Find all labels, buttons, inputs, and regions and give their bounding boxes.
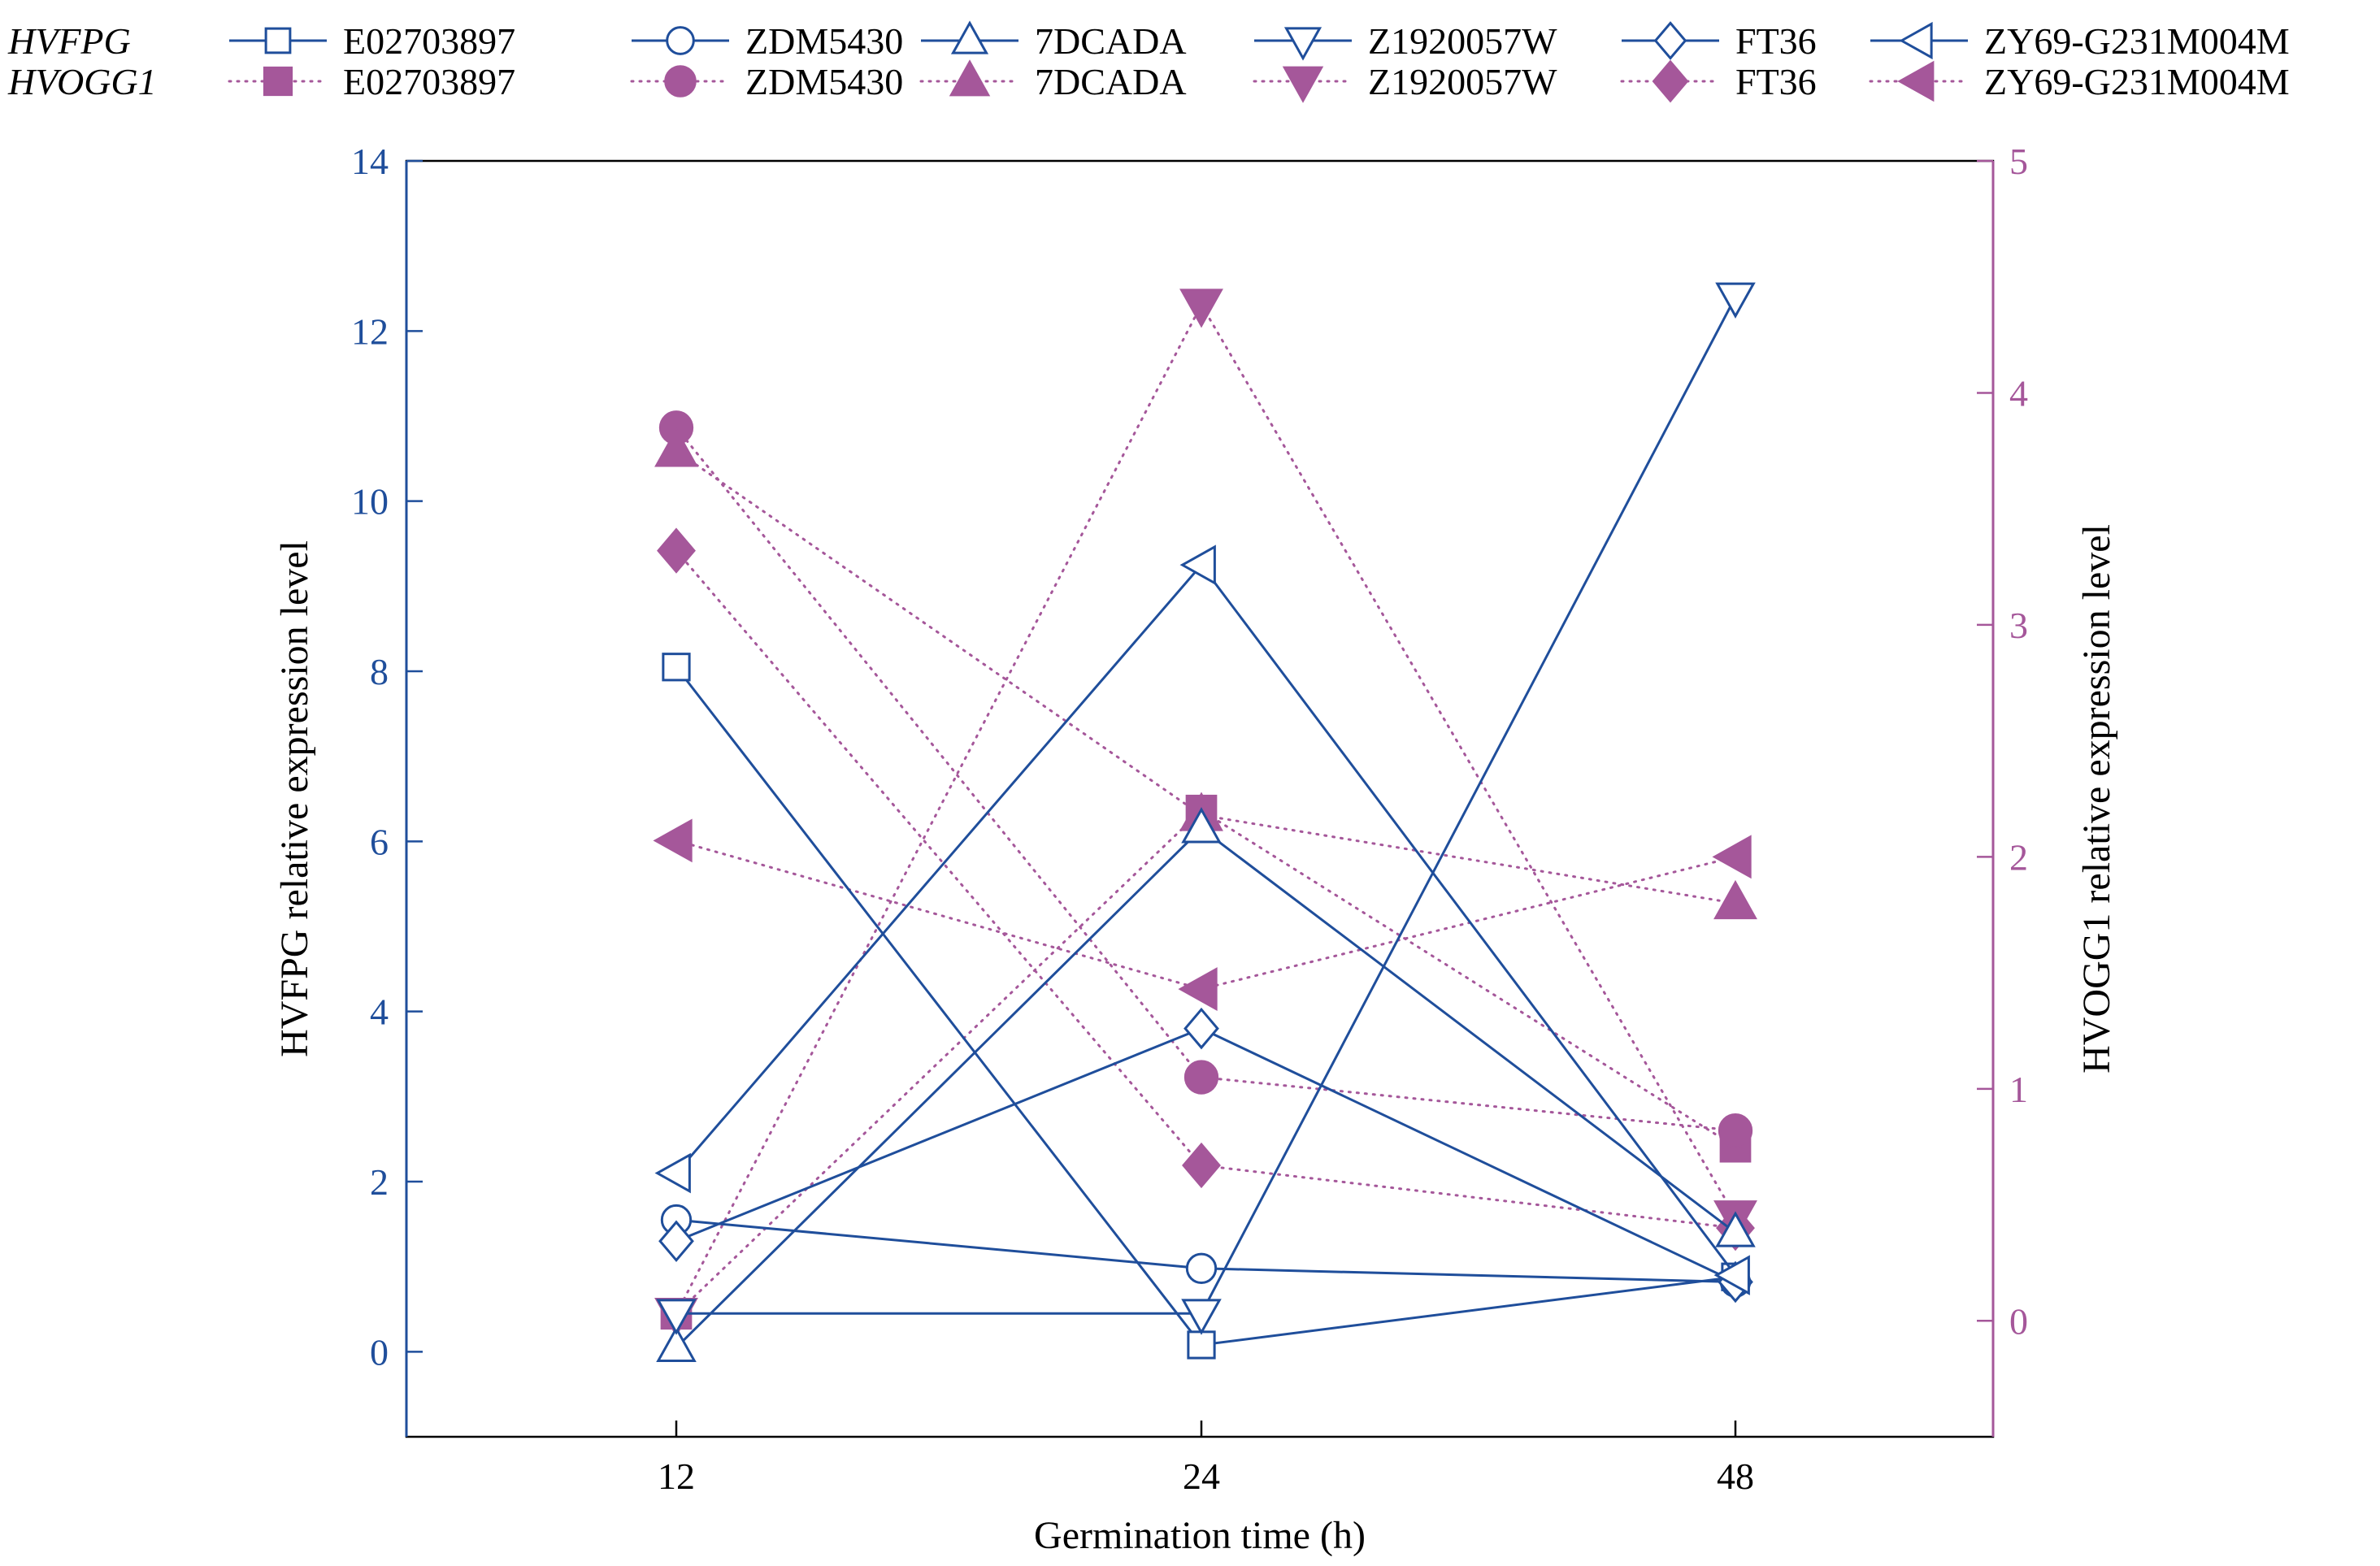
data-point-triangle-up: [656, 1325, 697, 1362]
data-point-triangle-left: [654, 1152, 691, 1194]
series-hvogg1-zy69-g231m004m: [653, 818, 1752, 1012]
data-point-triangle-left: [653, 818, 693, 863]
left-tick-label: 14: [351, 141, 389, 182]
right-y-axis: 0 1 2 3 4 5: [1977, 141, 2028, 1437]
legend-entry-label: FT36: [1735, 61, 1817, 102]
legend-marker-triangle-left: [1897, 60, 1935, 102]
legend-entry-label: 7DCADA: [1035, 20, 1187, 62]
series-line: [675, 449, 1737, 904]
legend-entry-label: Z1920057W: [1368, 20, 1557, 62]
data-point-circle: [1183, 1060, 1219, 1095]
legend-marker-triangle-down: [1282, 66, 1324, 103]
data-point-triangle-down: [1179, 288, 1223, 328]
x-axis-label: Germination time (h): [1034, 1514, 1366, 1557]
series-line: [675, 809, 1737, 1316]
legend-entry-label: 7DCADA: [1035, 61, 1187, 102]
legend-marker-diamond: [1652, 59, 1689, 103]
legend-entry-label: E02703897: [343, 20, 515, 62]
left-tick-label: 4: [370, 991, 389, 1033]
legend-marker-triangle-left: [1899, 21, 1933, 60]
legend: HVFPG E02703897 ZDM5430 7DCADA Z1920057W FT36…: [7, 20, 2290, 103]
data-point-square: [1187, 1330, 1216, 1360]
data-point-triangle-left: [1179, 544, 1216, 585]
left-y-axis-label: HVFPG relative expression level: [273, 540, 316, 1057]
data-point-circle: [1185, 1252, 1218, 1284]
right-tick-label: 4: [2009, 372, 2028, 414]
left-tick-label: 10: [351, 481, 389, 523]
legend-entry-label: Z1920057W: [1368, 61, 1557, 102]
data-point-diamond: [657, 527, 696, 574]
left-tick-label: 12: [351, 310, 389, 352]
data-point-triangle-left: [1712, 835, 1752, 879]
data-point-triangle-left: [1713, 1255, 1750, 1295]
legend-marker-square: [264, 27, 292, 54]
data-point-square: [662, 653, 691, 682]
left-y-axis: 0 2 4 6 8 10 12 14: [351, 141, 423, 1437]
data-point-diamond: [658, 1220, 694, 1262]
data-point-circle: [1718, 1113, 1753, 1148]
right-tick-label: 0: [2009, 1300, 2028, 1342]
legend-marker-triangle-up: [949, 59, 991, 97]
series-hvfpg-e02703897: [662, 653, 1750, 1360]
left-tick-label: 6: [370, 821, 389, 862]
legend-group-title: HVFPG: [7, 20, 131, 62]
legend-entry-label: ZY69-G231M004M: [1984, 61, 2290, 102]
left-tick-label: 2: [370, 1161, 389, 1203]
data-point-triangle-down: [1181, 1299, 1222, 1335]
right-tick-label: 3: [2009, 605, 2028, 646]
series-hvfpg-zdm5430: [660, 1204, 1752, 1298]
left-tick-label: 8: [370, 651, 389, 692]
right-y-axis-label: HVOGG1 relative expression level: [2075, 524, 2118, 1074]
series-hvfpg-zy69-g231m004m: [654, 544, 1750, 1295]
series-layer: [653, 282, 1757, 1362]
data-point-triangle-up: [1181, 807, 1222, 844]
x-axis: 12 24 48: [658, 1421, 1754, 1497]
x-tick-label: 12: [658, 1455, 695, 1497]
series-line: [675, 426, 1737, 1132]
x-tick-label: 48: [1717, 1455, 1754, 1497]
legend-entry-label: ZY69-G231M004M: [1984, 20, 2290, 62]
legend-marker-triangle-down: [1283, 27, 1322, 61]
legend-marker-circle: [666, 26, 695, 55]
series-hvogg1-ft36: [657, 527, 1755, 1251]
data-point-triangle-up: [1713, 879, 1757, 920]
legend-entry-label: ZDM5430: [745, 20, 903, 62]
series-hvogg1-7dcada: [654, 427, 1757, 920]
data-point-triangle-down: [1715, 282, 1756, 319]
series-line: [675, 839, 1737, 991]
legend-group-title: HVOGG1: [7, 61, 157, 102]
series-hvfpg-z1920057w: [656, 282, 1756, 1335]
legend-entry-label: FT36: [1735, 20, 1817, 62]
series-line: [675, 549, 1737, 1230]
legend-marker-triangle-up: [950, 20, 989, 54]
legend-entry-label: ZDM5430: [745, 61, 903, 102]
legend-marker-circle: [664, 65, 697, 98]
series-line: [675, 666, 1736, 1347]
data-point-triangle-down: [656, 1299, 697, 1335]
x-tick-label: 24: [1183, 1455, 1220, 1497]
right-tick-label: 5: [2009, 141, 2028, 182]
legend-marker-diamond: [1653, 21, 1687, 60]
data-point-diamond: [1183, 1007, 1219, 1050]
right-tick-label: 1: [2009, 1069, 2028, 1110]
series-hvogg1-zdm5430: [658, 410, 1753, 1148]
left-tick-label: 0: [370, 1331, 389, 1373]
series-hvfpg-7dcada: [656, 807, 1756, 1362]
legend-marker-square: [263, 66, 293, 97]
data-point-triangle-up: [1715, 1211, 1756, 1247]
data-point-triangle-up: [654, 427, 698, 467]
data-point-diamond: [1182, 1142, 1221, 1189]
right-tick-label: 2: [2009, 836, 2028, 878]
data-point-triangle-left: [1178, 967, 1218, 1012]
legend-entry-label: E02703897: [343, 61, 515, 102]
